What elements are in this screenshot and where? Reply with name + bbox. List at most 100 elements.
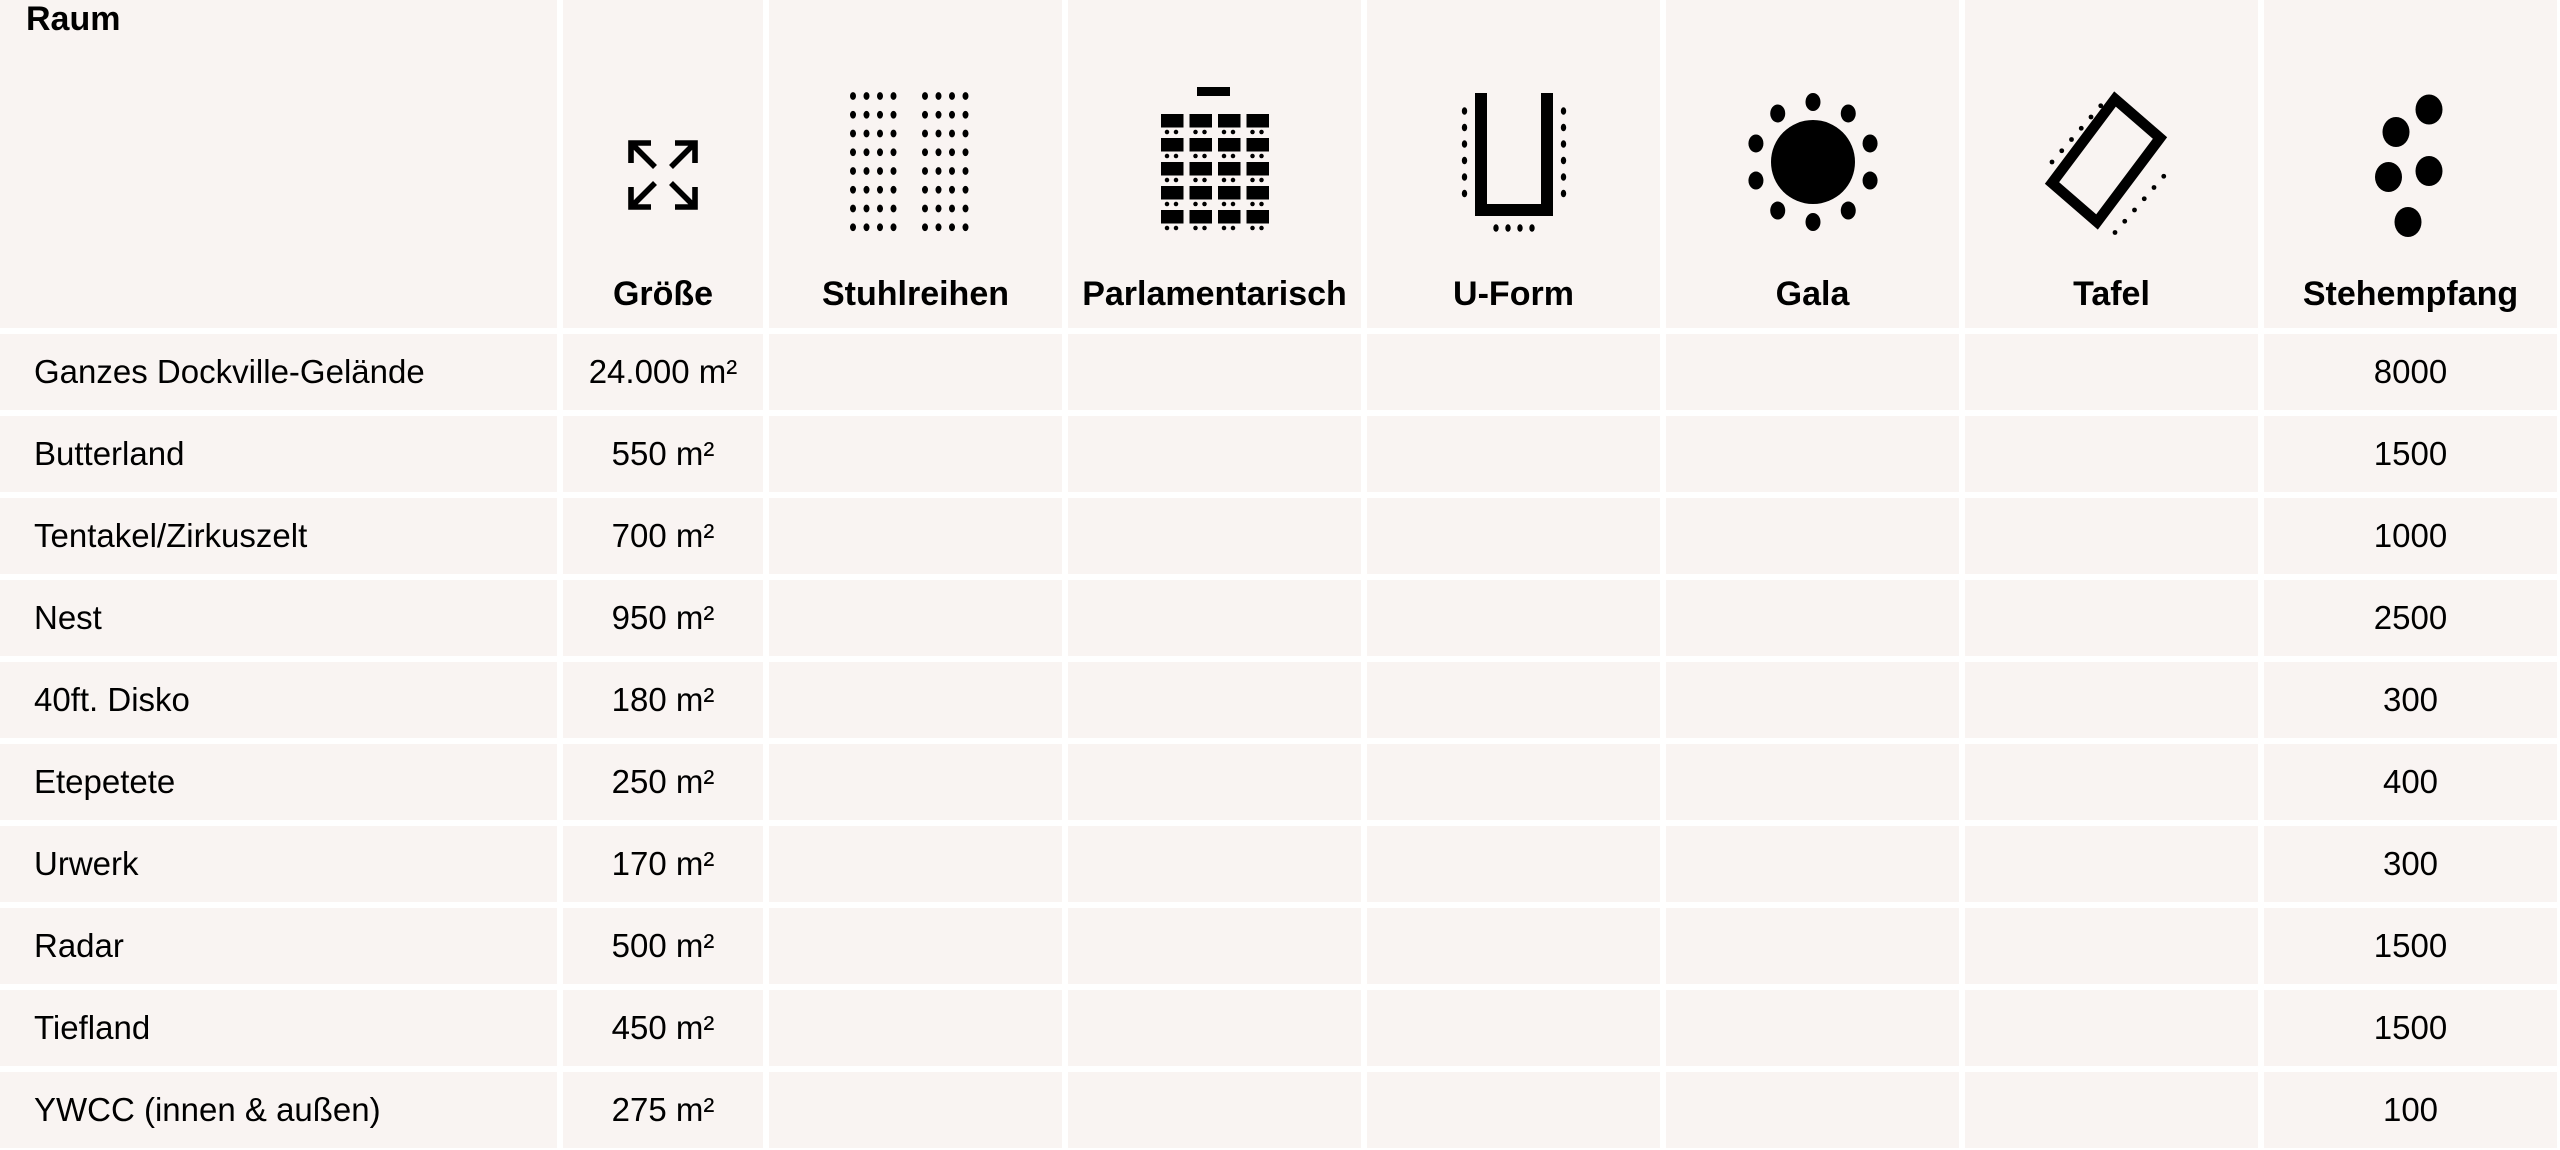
cell-gala	[1666, 1072, 1959, 1148]
cell-groesse: 275 m²	[563, 1072, 763, 1148]
cell-raum: Urwerk	[0, 826, 557, 902]
cell-groesse: 550 m²	[563, 416, 763, 492]
cell-stehempfang: 300	[2264, 662, 2557, 738]
cell-gala	[1666, 416, 1959, 492]
header-u-form: U-Form	[1367, 0, 1660, 328]
header-label: Tafel	[2073, 275, 2150, 313]
cell-gala	[1666, 498, 1959, 574]
chair-rows-icon	[849, 92, 968, 232]
cell-stuhlreihen	[769, 990, 1062, 1066]
cell-parlamentarisch	[1068, 334, 1361, 410]
cell-tafel	[1965, 662, 2258, 738]
cell-tafel	[1965, 744, 2258, 820]
cell-groesse: 950 m²	[563, 580, 763, 656]
cell-raum: Tiefland	[0, 990, 557, 1066]
cell-u-form	[1367, 744, 1660, 820]
cell-gala	[1666, 908, 1959, 984]
cell-u-form	[1367, 990, 1660, 1066]
cell-tafel	[1965, 826, 2258, 902]
cell-parlamentarisch	[1068, 662, 1361, 738]
cell-gala	[1666, 334, 1959, 410]
cell-raum: YWCC (innen & außen)	[0, 1072, 557, 1148]
cell-gala	[1666, 580, 1959, 656]
header-label: Raum	[26, 0, 121, 38]
cell-stuhlreihen	[769, 416, 1062, 492]
expand-arrows-icon	[628, 140, 698, 210]
cell-stuhlreihen	[769, 334, 1062, 410]
cell-tafel	[1965, 498, 2258, 574]
header-stehempfang: Stehempfang	[2264, 0, 2557, 328]
cell-gala	[1666, 990, 1959, 1066]
cell-tafel	[1965, 1072, 2258, 1148]
header-gala: Gala	[1666, 0, 1959, 328]
cell-tafel	[1965, 416, 2258, 492]
cell-parlamentarisch	[1068, 416, 1361, 492]
round-table-icon	[1747, 93, 1878, 231]
cell-groesse: 24.000 m²	[563, 334, 763, 410]
cell-tafel	[1965, 334, 2258, 410]
cell-u-form	[1367, 416, 1660, 492]
cell-tafel	[1965, 990, 2258, 1066]
header-label: Größe	[612, 275, 714, 313]
cell-raum: Tentakel/Zirkuszelt	[0, 498, 557, 574]
cell-raum: Nest	[0, 580, 557, 656]
cell-gala	[1666, 826, 1959, 902]
cell-raum: Etepetete	[0, 744, 557, 820]
cell-stehempfang: 1500	[2264, 990, 2557, 1066]
header-stuhlreihen: Stuhlreihen	[769, 0, 1062, 328]
cell-gala	[1666, 662, 1959, 738]
cell-groesse: 450 m²	[563, 990, 763, 1066]
cell-parlamentarisch	[1068, 744, 1361, 820]
cell-parlamentarisch	[1068, 990, 1361, 1066]
cell-parlamentarisch	[1068, 580, 1361, 656]
cell-groesse: 700 m²	[563, 498, 763, 574]
cell-stehempfang: 1000	[2264, 498, 2557, 574]
cell-parlamentarisch	[1068, 1072, 1361, 1148]
cell-stehempfang: 8000	[2264, 334, 2557, 410]
header-groesse: Größe	[563, 0, 763, 328]
cell-groesse: 500 m²	[563, 908, 763, 984]
header-label: Parlamentarisch	[1082, 275, 1347, 313]
cell-gala	[1666, 744, 1959, 820]
header-parlamentarisch: Parlamentarisch	[1068, 0, 1361, 328]
cell-stehempfang: 400	[2264, 744, 2557, 820]
cell-stehempfang: 2500	[2264, 580, 2557, 656]
u-shape-icon	[1461, 93, 1566, 232]
cell-parlamentarisch	[1068, 498, 1361, 574]
cell-stuhlreihen	[769, 662, 1062, 738]
standing-reception-icon	[2374, 94, 2442, 237]
cell-u-form	[1367, 826, 1660, 902]
cell-stuhlreihen	[769, 1072, 1062, 1148]
cell-stuhlreihen	[769, 826, 1062, 902]
header-label: Stuhlreihen	[821, 275, 1010, 313]
cell-raum: Ganzes Dockville-Gelände	[0, 334, 557, 410]
cell-stehempfang: 300	[2264, 826, 2557, 902]
banquet-table-icon	[2044, 91, 2167, 235]
cell-groesse: 170 m²	[563, 826, 763, 902]
cell-stuhlreihen	[769, 498, 1062, 574]
cell-raum: 40ft. Disko	[0, 662, 557, 738]
cell-groesse: 250 m²	[563, 744, 763, 820]
cell-stehempfang: 1500	[2264, 416, 2557, 492]
header-label: U-Form	[1453, 275, 1574, 313]
cell-stuhlreihen	[769, 580, 1062, 656]
cell-raum: Butterland	[0, 416, 557, 492]
cell-parlamentarisch	[1068, 908, 1361, 984]
header-label: Gala	[1775, 275, 1850, 313]
cell-raum: Radar	[0, 908, 557, 984]
cell-stuhlreihen	[769, 908, 1062, 984]
cell-u-form	[1367, 908, 1660, 984]
cell-u-form	[1367, 580, 1660, 656]
cell-u-form	[1367, 498, 1660, 574]
parliament-tables-icon	[1160, 87, 1269, 231]
cell-parlamentarisch	[1068, 826, 1361, 902]
cell-stehempfang: 1500	[2264, 908, 2557, 984]
cell-groesse: 180 m²	[563, 662, 763, 738]
cell-u-form	[1367, 334, 1660, 410]
cell-u-form	[1367, 1072, 1660, 1148]
cell-tafel	[1965, 908, 2258, 984]
cell-stehempfang: 100	[2264, 1072, 2557, 1148]
cell-stuhlreihen	[769, 744, 1062, 820]
header-raum: Raum	[0, 0, 557, 328]
